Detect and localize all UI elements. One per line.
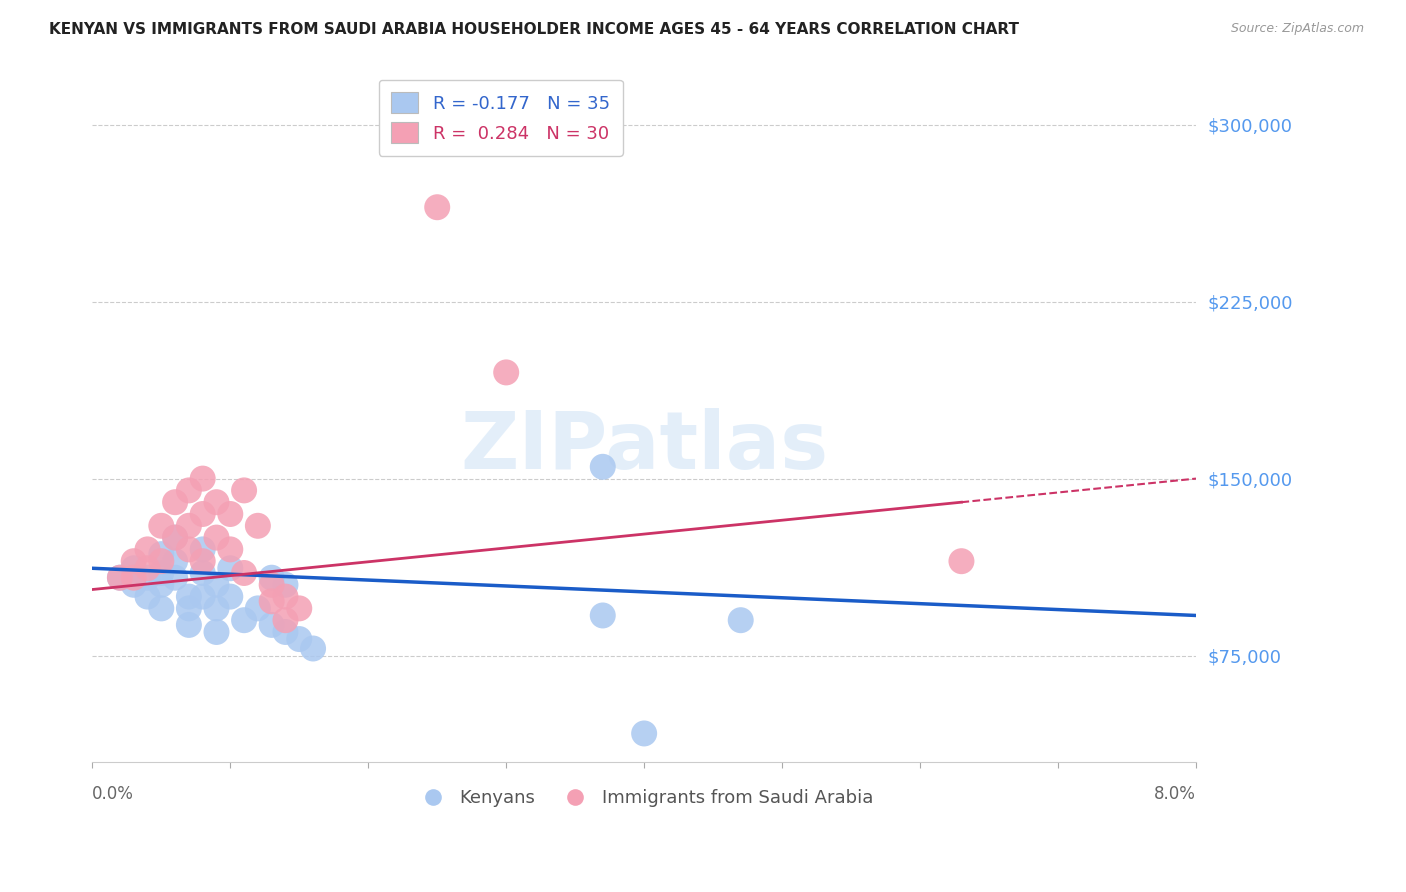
Point [122,571,145,585]
Point [288,632,311,646]
Point [136,571,159,585]
Point [219,590,242,604]
Point [592,459,614,474]
Point [122,578,145,592]
Point [205,531,228,545]
Point [219,507,242,521]
Point [165,554,187,568]
Point [205,578,228,592]
Point [219,561,242,575]
Point [136,542,159,557]
Point [260,594,283,608]
Point [150,547,173,561]
Point [136,561,159,575]
Point [205,495,228,509]
Legend: Kenyans, Immigrants from Saudi Arabia: Kenyans, Immigrants from Saudi Arabia [408,782,882,814]
Point [177,483,200,498]
Point [177,601,200,615]
Point [274,578,297,592]
Point [108,571,131,585]
Point [233,566,256,580]
Point [150,578,173,592]
Point [288,601,311,615]
Point [150,518,173,533]
Point [150,601,173,615]
Point [274,613,297,627]
Point [177,590,200,604]
Point [177,618,200,632]
Point [191,472,214,486]
Point [191,590,214,604]
Point [274,590,297,604]
Point [260,618,283,632]
Point [136,590,159,604]
Point [219,542,242,557]
Point [165,531,187,545]
Point [246,518,269,533]
Point [191,542,214,557]
Point [191,507,214,521]
Point [122,554,145,568]
Text: KENYAN VS IMMIGRANTS FROM SAUDI ARABIA HOUSEHOLDER INCOME AGES 45 - 64 YEARS COR: KENYAN VS IMMIGRANTS FROM SAUDI ARABIA H… [49,22,1019,37]
Point [165,495,187,509]
Text: ZIPatlas: ZIPatlas [460,408,828,486]
Point [165,531,187,545]
Point [191,554,214,568]
Point [592,608,614,623]
Point [495,366,517,380]
Point [177,518,200,533]
Point [274,625,297,640]
Point [633,726,655,740]
Point [302,641,325,656]
Point [260,578,283,592]
Point [205,601,228,615]
Point [150,554,173,568]
Point [191,566,214,580]
Point [150,566,173,580]
Point [233,483,256,498]
Point [246,601,269,615]
Text: 8.0%: 8.0% [1154,785,1197,804]
Text: 0.0%: 0.0% [93,785,134,804]
Text: Source: ZipAtlas.com: Source: ZipAtlas.com [1230,22,1364,36]
Point [205,625,228,640]
Point [233,613,256,627]
Point [950,554,973,568]
Point [177,542,200,557]
Point [730,613,752,627]
Point [260,571,283,585]
Point [426,200,449,214]
Point [165,571,187,585]
Point [108,571,131,585]
Point [122,561,145,575]
